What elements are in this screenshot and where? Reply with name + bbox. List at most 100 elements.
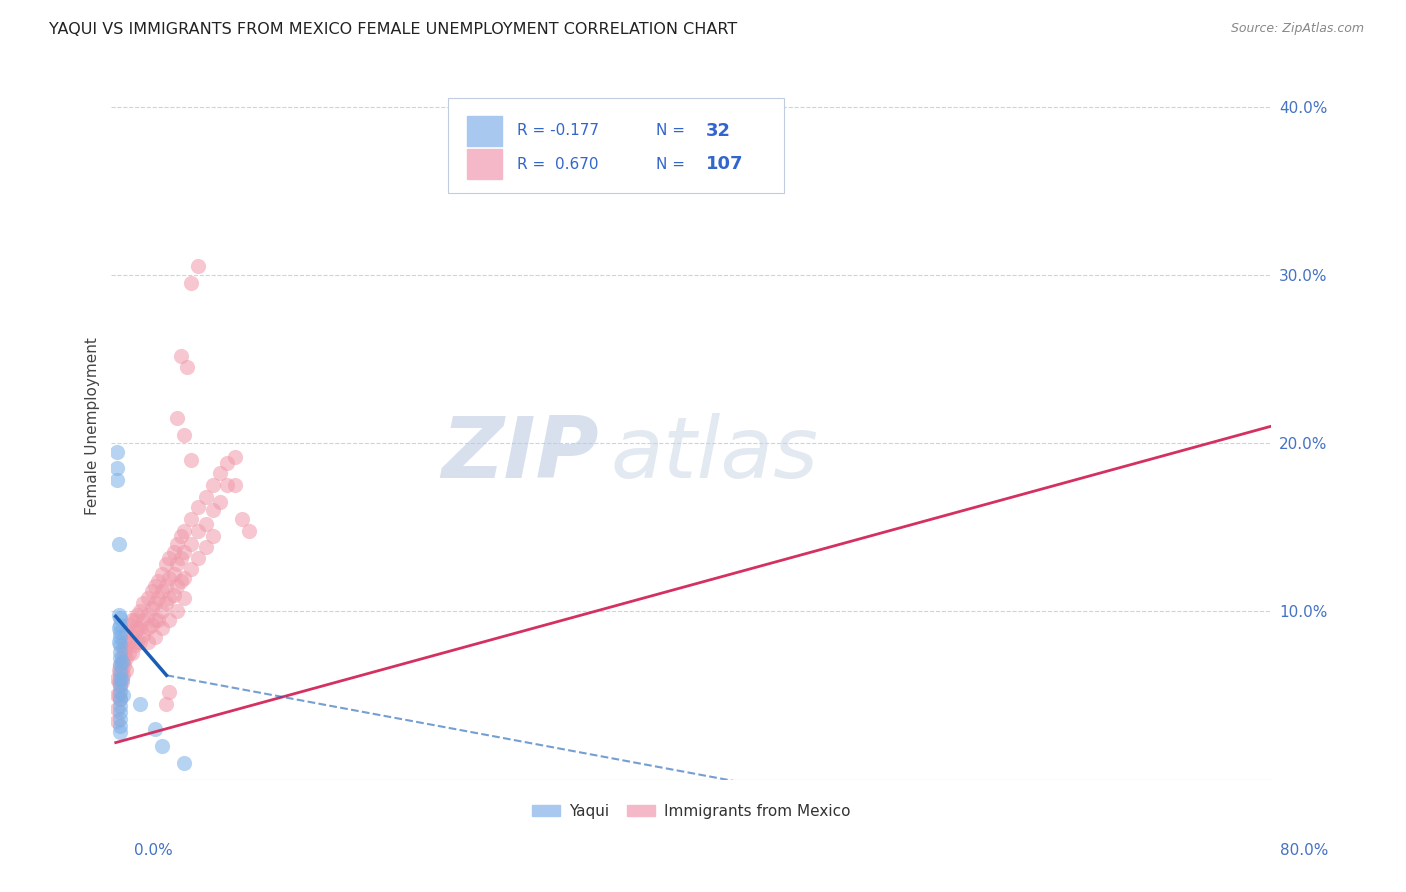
- Point: [187, 524, 209, 538]
- Point: [124, 624, 146, 639]
- Point: [108, 658, 131, 673]
- Text: R =  0.670: R = 0.670: [517, 157, 599, 171]
- Point: [155, 596, 177, 610]
- Point: [108, 651, 131, 665]
- Point: [111, 689, 134, 703]
- Text: 0.0%: 0.0%: [134, 843, 173, 858]
- Point: [115, 624, 138, 639]
- Point: [115, 663, 138, 677]
- Text: N =: N =: [657, 123, 685, 138]
- Point: [115, 641, 138, 656]
- Point: [107, 675, 129, 690]
- Point: [217, 478, 239, 492]
- Point: [166, 558, 188, 572]
- Point: [107, 607, 129, 622]
- Point: [170, 574, 193, 588]
- Point: [143, 630, 166, 644]
- Text: Source: ZipAtlas.com: Source: ZipAtlas.com: [1230, 22, 1364, 36]
- Point: [150, 567, 173, 582]
- Point: [127, 634, 149, 648]
- Point: [108, 725, 131, 739]
- Point: [187, 260, 209, 274]
- Point: [107, 634, 129, 648]
- Point: [105, 473, 128, 487]
- Point: [114, 634, 136, 648]
- Point: [173, 756, 195, 770]
- Point: [108, 706, 131, 720]
- Point: [173, 427, 195, 442]
- Point: [157, 571, 180, 585]
- Point: [107, 663, 129, 677]
- Point: [170, 349, 193, 363]
- Point: [105, 689, 128, 703]
- Point: [136, 607, 159, 622]
- Point: [150, 621, 173, 635]
- Point: [173, 591, 195, 605]
- Point: [170, 550, 193, 565]
- Point: [108, 678, 131, 692]
- Bar: [467, 149, 502, 179]
- Point: [108, 698, 131, 713]
- Point: [224, 478, 246, 492]
- Point: [146, 613, 169, 627]
- Point: [132, 628, 155, 642]
- Point: [150, 584, 173, 599]
- Text: ZIP: ZIP: [440, 413, 599, 496]
- Text: 32: 32: [706, 122, 731, 140]
- Point: [105, 444, 128, 458]
- Point: [108, 685, 131, 699]
- Point: [143, 613, 166, 627]
- Point: [155, 579, 177, 593]
- Point: [209, 495, 232, 509]
- Point: [108, 691, 131, 706]
- Point: [141, 601, 163, 615]
- Text: N =: N =: [657, 157, 685, 171]
- Point: [201, 478, 224, 492]
- Point: [121, 613, 143, 627]
- Point: [108, 658, 131, 673]
- Text: 107: 107: [706, 155, 744, 173]
- Point: [231, 512, 253, 526]
- Point: [150, 604, 173, 618]
- Point: [136, 634, 159, 648]
- Point: [163, 588, 186, 602]
- Point: [170, 529, 193, 543]
- Point: [107, 537, 129, 551]
- Point: [105, 461, 128, 475]
- Point: [157, 685, 180, 699]
- Point: [166, 604, 188, 618]
- Point: [115, 651, 138, 665]
- Point: [124, 613, 146, 627]
- Point: [166, 579, 188, 593]
- Point: [155, 697, 177, 711]
- Point: [166, 537, 188, 551]
- Point: [108, 624, 131, 639]
- Point: [108, 638, 131, 652]
- Point: [124, 638, 146, 652]
- Point: [180, 562, 202, 576]
- Point: [157, 591, 180, 605]
- Point: [194, 490, 217, 504]
- Point: [111, 655, 134, 669]
- Point: [127, 607, 149, 622]
- Text: R = -0.177: R = -0.177: [517, 123, 599, 138]
- Point: [127, 621, 149, 635]
- Point: [108, 712, 131, 726]
- Point: [105, 672, 128, 686]
- Point: [180, 277, 202, 291]
- Point: [173, 571, 195, 585]
- Point: [121, 630, 143, 644]
- Point: [110, 675, 132, 690]
- Text: YAQUI VS IMMIGRANTS FROM MEXICO FEMALE UNEMPLOYMENT CORRELATION CHART: YAQUI VS IMMIGRANTS FROM MEXICO FEMALE U…: [49, 22, 738, 37]
- Point: [129, 604, 152, 618]
- Point: [108, 617, 131, 632]
- Point: [201, 529, 224, 543]
- Point: [118, 634, 141, 648]
- Text: 80.0%: 80.0%: [1281, 843, 1329, 858]
- Point: [155, 558, 177, 572]
- Point: [157, 613, 180, 627]
- Bar: [467, 116, 502, 145]
- Point: [108, 719, 131, 733]
- Point: [110, 651, 132, 665]
- Point: [201, 503, 224, 517]
